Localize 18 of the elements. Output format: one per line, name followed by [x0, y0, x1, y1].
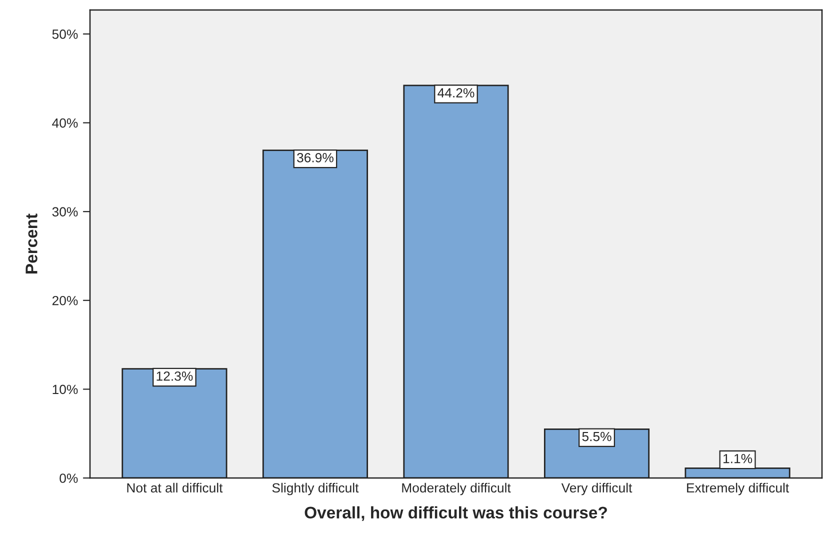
- data-label: 12.3%: [156, 371, 193, 381]
- y-axis-title: Percent: [26, 214, 38, 274]
- x-tick-label: Moderately difficult: [402, 482, 511, 496]
- data-label: 36.9%: [297, 153, 334, 162]
- y-tick-label: 50%: [52, 30, 78, 39]
- x-tick-label: Slightly difficult: [272, 482, 359, 496]
- y-tick-label: 30%: [52, 207, 78, 216]
- y-tick-label: 20%: [52, 296, 78, 306]
- y-tick-label: 40%: [52, 118, 78, 128]
- y-tick-label: 10%: [52, 384, 78, 394]
- y-tick-label: 0%: [60, 474, 78, 483]
- data-label: 44.2%: [438, 88, 474, 98]
- x-tick-label: Extremely difficult: [687, 482, 790, 496]
- data-label: 1.1%: [724, 454, 752, 464]
- x-tick-label: Not at all difficult: [127, 482, 223, 493]
- data-label: 5.5%: [582, 432, 612, 442]
- x-axis-title: Overall, how difficult was this course?: [304, 506, 607, 521]
- x-tick-label: Very difficult: [561, 482, 632, 496]
